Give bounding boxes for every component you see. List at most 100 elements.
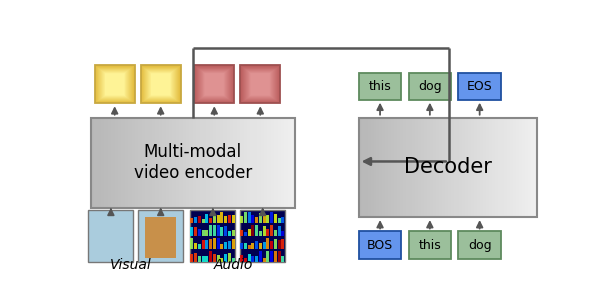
Bar [267, 118, 271, 208]
Bar [424, 118, 427, 217]
Bar [203, 72, 225, 96]
Bar [213, 229, 216, 236]
Bar [206, 118, 210, 208]
Bar [146, 70, 175, 99]
Bar [149, 118, 152, 208]
Bar [376, 118, 380, 217]
Bar [96, 67, 133, 102]
Bar [460, 118, 463, 217]
Bar [198, 68, 231, 101]
Text: Visual: Visual [110, 258, 152, 272]
Bar [220, 226, 223, 236]
Bar [382, 118, 386, 217]
Bar [98, 68, 132, 101]
Bar [259, 227, 262, 236]
Bar [247, 71, 274, 98]
Bar [100, 70, 129, 99]
Bar [281, 118, 285, 208]
Bar [148, 71, 173, 98]
Bar [196, 67, 232, 101]
Bar [458, 231, 501, 259]
Bar [143, 67, 179, 102]
Bar [507, 118, 510, 217]
Bar [442, 118, 445, 217]
Bar [201, 71, 227, 98]
Bar [97, 67, 133, 102]
Bar [209, 214, 212, 223]
Bar [141, 65, 181, 103]
Bar [240, 254, 243, 262]
Bar [486, 118, 490, 217]
Bar [206, 215, 208, 223]
Bar [94, 118, 98, 208]
Bar [151, 73, 170, 95]
Bar [144, 68, 177, 100]
Bar [409, 72, 451, 100]
Bar [91, 118, 295, 208]
Bar [204, 73, 224, 96]
Bar [194, 240, 197, 249]
Bar [513, 118, 517, 217]
Bar [213, 238, 216, 249]
Bar [189, 118, 193, 208]
Bar [103, 72, 126, 97]
Bar [176, 118, 179, 208]
Bar [371, 118, 374, 217]
Bar [194, 253, 197, 262]
Bar [201, 71, 228, 98]
Bar [510, 118, 513, 217]
Bar [244, 118, 248, 208]
Bar [205, 74, 223, 95]
Bar [199, 69, 230, 100]
Bar [193, 118, 196, 208]
Bar [457, 118, 460, 217]
Bar [450, 118, 454, 217]
Bar [240, 210, 285, 262]
Bar [198, 68, 230, 100]
Bar [427, 118, 430, 217]
Bar [285, 118, 288, 208]
Bar [97, 118, 102, 208]
Bar [250, 73, 271, 96]
Bar [102, 71, 127, 98]
Bar [149, 72, 172, 97]
Bar [231, 212, 234, 223]
Bar [213, 118, 217, 208]
Bar [217, 254, 220, 262]
Bar [468, 118, 472, 217]
Bar [257, 118, 261, 208]
Bar [241, 66, 280, 103]
Bar [248, 71, 272, 97]
Bar [445, 118, 448, 217]
Bar [201, 229, 204, 236]
Bar [155, 118, 159, 208]
Bar [245, 69, 276, 100]
Bar [100, 70, 129, 99]
Bar [359, 118, 362, 217]
Bar [152, 118, 156, 208]
Bar [198, 68, 231, 100]
Bar [217, 243, 220, 249]
Bar [270, 245, 273, 249]
Bar [99, 68, 131, 100]
Bar [102, 71, 127, 98]
Bar [230, 118, 234, 208]
Bar [247, 70, 274, 99]
Text: Audio: Audio [214, 258, 253, 272]
Bar [524, 118, 528, 217]
Bar [359, 118, 537, 217]
Bar [241, 66, 279, 103]
Bar [228, 230, 231, 236]
Bar [288, 118, 292, 208]
Bar [103, 72, 126, 97]
Bar [228, 217, 231, 223]
Bar [453, 118, 457, 217]
Bar [101, 118, 105, 208]
Bar [205, 73, 224, 95]
Bar [203, 72, 226, 97]
Bar [409, 231, 451, 259]
Bar [144, 68, 177, 101]
Bar [125, 118, 129, 208]
Bar [240, 243, 243, 249]
Bar [204, 73, 225, 96]
